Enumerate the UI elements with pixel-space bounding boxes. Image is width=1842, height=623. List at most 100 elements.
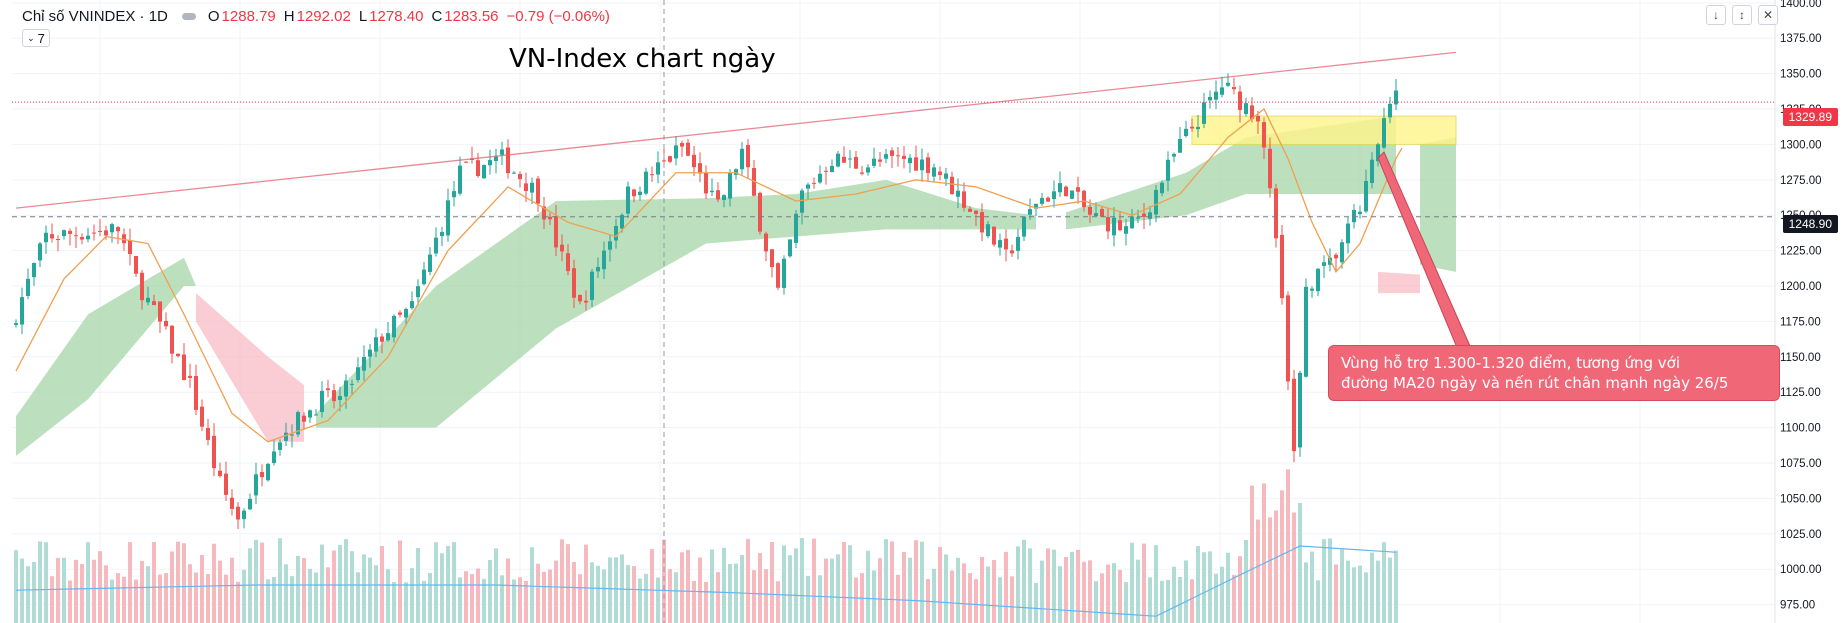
candle-body: [950, 176, 954, 195]
candle-body: [1304, 286, 1308, 377]
volume-bar: [884, 539, 888, 623]
candle-body: [1286, 295, 1290, 382]
volume-bar: [1274, 510, 1278, 623]
volume-bar: [1262, 483, 1266, 623]
candle-body: [470, 158, 474, 160]
candle-body: [944, 173, 948, 179]
candle-body: [1316, 268, 1320, 292]
candle-body: [416, 286, 420, 298]
candle-body: [476, 160, 480, 176]
candle-body: [1250, 105, 1254, 119]
symbol-title[interactable]: Chỉ số VNINDEX · 1D: [22, 7, 168, 25]
volume-bar: [50, 576, 54, 623]
volume-bar: [452, 542, 456, 623]
volume-bar: [560, 539, 564, 623]
volume-bar: [506, 558, 510, 623]
volume-bar: [680, 552, 684, 623]
candle-body: [704, 172, 708, 194]
candle-body: [866, 167, 870, 173]
volume-bar: [536, 563, 540, 623]
volume-bar: [1364, 572, 1368, 623]
candle-body: [1292, 378, 1296, 452]
candle-body: [1142, 213, 1146, 217]
volume-bar: [98, 551, 102, 623]
candle-body: [920, 159, 924, 171]
candle-body: [1094, 213, 1098, 217]
volume-bar: [1310, 551, 1314, 623]
candle-body: [1034, 203, 1038, 209]
indicators-toggle[interactable]: ⌄ 7: [22, 29, 50, 47]
collapse-icon: ↕: [1739, 8, 1745, 22]
volume-bar: [188, 564, 192, 623]
collapse-button[interactable]: ↕: [1732, 5, 1752, 25]
volume-bar: [1106, 564, 1110, 623]
candle-body: [206, 428, 210, 440]
volume-bar: [80, 563, 84, 623]
change-value: −0.79 (−0.06%): [506, 7, 610, 25]
volume-ma-line: [15, 545, 1397, 617]
volume-bar: [932, 568, 936, 623]
candle-body: [458, 165, 462, 194]
volume-bar: [656, 577, 660, 623]
candle-body: [158, 301, 162, 322]
volume-bar: [398, 540, 402, 623]
volume-bar: [626, 565, 630, 623]
high-label: H: [283, 7, 295, 25]
volume-bar: [458, 577, 462, 623]
volume-bar: [824, 558, 828, 623]
candle-body: [962, 191, 966, 208]
volume-bar: [1160, 580, 1164, 623]
candle-body: [320, 390, 324, 413]
visibility-toggle-icon[interactable]: [181, 12, 196, 20]
volume-bar: [638, 578, 642, 623]
volume-bar: [56, 557, 60, 623]
candle-body: [344, 380, 348, 397]
volume-bar: [1202, 552, 1206, 623]
volume-bar: [122, 576, 126, 623]
candle-body: [632, 189, 636, 197]
volume-bar: [1016, 546, 1020, 623]
volume-bar: [386, 569, 390, 623]
low-label: L: [358, 7, 368, 25]
volume-bar: [644, 573, 648, 623]
candle-body: [1154, 189, 1158, 215]
candle-body: [302, 415, 306, 422]
volume-bar: [986, 566, 990, 623]
volume-bar: [1070, 551, 1074, 623]
candle-body: [1184, 128, 1188, 137]
move-down-button[interactable]: ↓: [1706, 5, 1726, 25]
candle-body: [422, 269, 426, 285]
candle-body: [212, 435, 216, 469]
candle-body: [26, 278, 30, 297]
volume-bar: [326, 567, 330, 623]
volume-bar: [590, 562, 594, 623]
volume-bar: [1058, 566, 1062, 623]
candle-body: [74, 235, 78, 237]
volume-bar: [20, 558, 24, 623]
volume-bar: [1238, 556, 1242, 623]
volume-bar: [488, 560, 492, 623]
volume-bar: [254, 539, 258, 623]
candle-body: [638, 191, 642, 196]
candle-body: [1178, 138, 1182, 153]
candle-body: [1340, 242, 1344, 263]
volume-bar: [1244, 539, 1248, 623]
candle-body: [194, 376, 198, 410]
volume-bar: [602, 569, 606, 623]
candle-body: [68, 230, 72, 234]
close-button[interactable]: ✕: [1758, 5, 1778, 25]
volume-bar: [1172, 566, 1176, 623]
volume-bar: [1214, 573, 1218, 623]
volume-bar: [272, 576, 276, 623]
candle-body: [1358, 211, 1362, 214]
candle-body: [362, 356, 366, 371]
volume-bar: [1280, 490, 1284, 623]
volume-bar: [230, 557, 234, 623]
candle-body: [1262, 122, 1266, 148]
volume-bar: [722, 547, 726, 623]
y-tick-label: 1075.00: [1780, 458, 1822, 470]
candle-body: [722, 195, 726, 201]
candle-body: [1352, 210, 1356, 223]
